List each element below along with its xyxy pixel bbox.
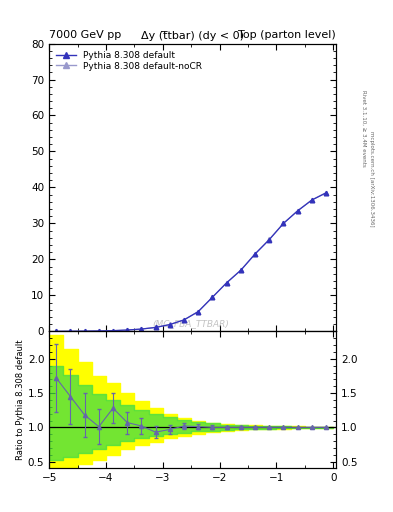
Text: mcplots.cern.ch [arXiv:1306.3436]: mcplots.cern.ch [arXiv:1306.3436] xyxy=(369,132,374,227)
Text: (MC_FBA_TTBAR): (MC_FBA_TTBAR) xyxy=(153,319,230,329)
Text: Rivet 3.1.10, ≥ 3.4M events: Rivet 3.1.10, ≥ 3.4M events xyxy=(361,90,366,166)
Y-axis label: Ratio to Pythia 8.308 default: Ratio to Pythia 8.308 default xyxy=(16,339,25,460)
Text: Top (parton level): Top (parton level) xyxy=(238,30,336,40)
Text: 7000 GeV pp: 7000 GeV pp xyxy=(49,30,121,40)
Text: Δy (t̅tbar) (dy < 0): Δy (t̅tbar) (dy < 0) xyxy=(141,31,244,40)
Legend: Pythia 8.308 default, Pythia 8.308 default-noCR: Pythia 8.308 default, Pythia 8.308 defau… xyxy=(53,48,205,73)
